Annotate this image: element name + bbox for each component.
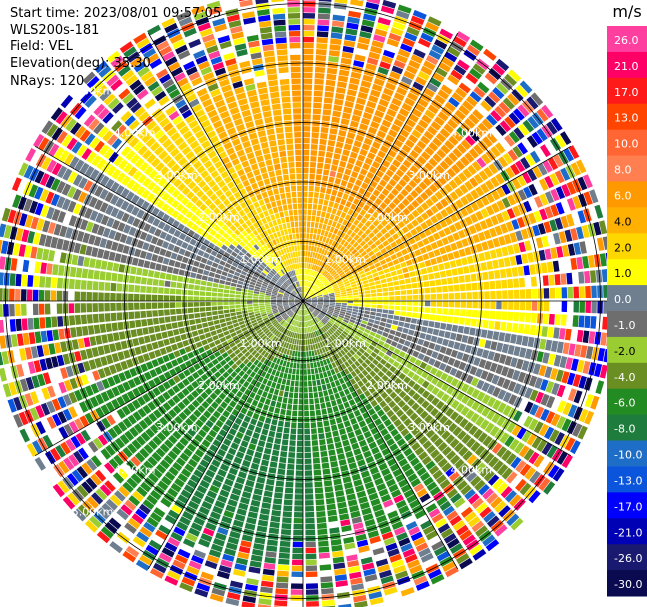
azimuth-line — [147, 32, 304, 302]
colorbar-tick-label: 1.0 — [614, 267, 632, 280]
colorbar-segment — [607, 233, 647, 260]
colorbar-tick-label: -17.0 — [614, 500, 642, 513]
range-ring-label: 2.00km — [198, 211, 240, 224]
elevation: Elevation(deg): 35.30 — [10, 55, 151, 71]
colorbar-segment — [607, 362, 647, 390]
scan-info: Start time: 2023/08/01 09:57:05 WLS200s-… — [10, 6, 221, 91]
azimuth-line — [302, 300, 459, 570]
colorbar-tick-label: -10.0 — [614, 449, 642, 462]
colorbar-segment — [607, 440, 647, 467]
colorbar-tick-label: 17.0 — [614, 86, 639, 99]
range-ring-label: 2.00km — [366, 379, 408, 392]
colorbar-tick-label: 2.0 — [614, 241, 632, 254]
colorbar-tick-label: 8.0 — [614, 164, 632, 177]
range-ring-label: 1.00km — [324, 253, 366, 266]
range-ring-label: 5.00km — [72, 505, 114, 518]
colorbar-segment — [607, 155, 647, 182]
azimuth-line — [34, 300, 304, 457]
range-ring-label: 4.00km — [114, 127, 156, 140]
colorbar-segment — [607, 77, 647, 105]
colorbar-segment — [607, 259, 647, 286]
colorbar-tick-label: 26.0 — [614, 34, 639, 47]
start-time: Start time: 2023/08/01 09:57:05 — [10, 6, 222, 21]
range-ring-label: 2.00km — [366, 211, 408, 224]
colorbar-segment — [607, 492, 647, 519]
colorbar-segment — [607, 466, 647, 493]
range-ring-label: 3.00km — [408, 421, 450, 434]
azimuth-line — [147, 300, 304, 570]
colorbar-tick-label: -6.0 — [614, 397, 635, 410]
nrays: NRays: 120 — [10, 74, 85, 90]
colorbar-tick-label: 21.0 — [614, 60, 639, 73]
colorbar-segment — [607, 388, 647, 416]
azimuth-line — [302, 32, 459, 302]
colorbar-tick-label: 10.0 — [614, 138, 639, 151]
range-ring-label: 1.00km — [240, 337, 282, 350]
colorbar-segment — [607, 414, 647, 442]
colorbar-segment — [607, 518, 647, 545]
colorbar-segment — [607, 336, 647, 364]
colorbar-segment — [607, 311, 647, 338]
colorbar-tick-label: 6.0 — [614, 189, 632, 202]
range-ring-label: 3.00km — [408, 169, 450, 182]
colorbar-tick-label: -4.0 — [614, 371, 635, 384]
colorbar-tick-label: -1.0 — [614, 319, 635, 332]
colorbar-tick-label: -26.0 — [614, 552, 642, 565]
colorbar-tick-label: 0.0 — [614, 293, 632, 306]
colorbar-segment — [607, 570, 647, 597]
colorbar-tick-label: -21.0 — [614, 526, 642, 539]
colorbar-tick-label: -13.0 — [614, 474, 642, 487]
colorbar-tick-label: 13.0 — [614, 112, 639, 125]
range-ring-label: 5.00km — [72, 85, 114, 98]
range-ring-label: 4.00km — [114, 463, 156, 476]
range-ring-label: 3.00km — [156, 169, 198, 182]
colorbar-tick-label: -2.0 — [614, 345, 635, 358]
colorbar-segment — [607, 103, 647, 131]
range-ring-label: 3.00km — [156, 421, 198, 434]
colorbar-tick-label: -30.0 — [614, 578, 642, 591]
instrument-name: WLS200s-181 — [10, 22, 100, 38]
azimuth-line — [302, 300, 572, 457]
colorbar-unit: m/s — [612, 2, 641, 21]
field-name: Field: VEL — [10, 39, 73, 55]
colorbar-tick-label: 4.0 — [614, 215, 632, 228]
colorbar-segment — [607, 544, 647, 571]
velocity-gates — [0, 0, 615, 607]
azimuth-line — [302, 145, 572, 302]
range-ring-label: 2.00km — [198, 379, 240, 392]
azimuth-line — [34, 145, 304, 302]
colorbar-segment — [607, 129, 647, 157]
range-ring-label: 4.00km — [451, 127, 493, 140]
colorbar-segment — [607, 181, 647, 208]
colorbar-tick-label: -8.0 — [614, 423, 635, 436]
colorbar-segment — [607, 51, 647, 79]
colorbar-segment — [607, 285, 647, 312]
colorbar-segment — [607, 207, 647, 234]
range-ring-label: 4.00km — [451, 463, 493, 476]
range-ring-label: 1.00km — [324, 337, 366, 350]
colorbar-segment — [607, 26, 647, 53]
range-ring-label: 1.00km — [240, 253, 282, 266]
